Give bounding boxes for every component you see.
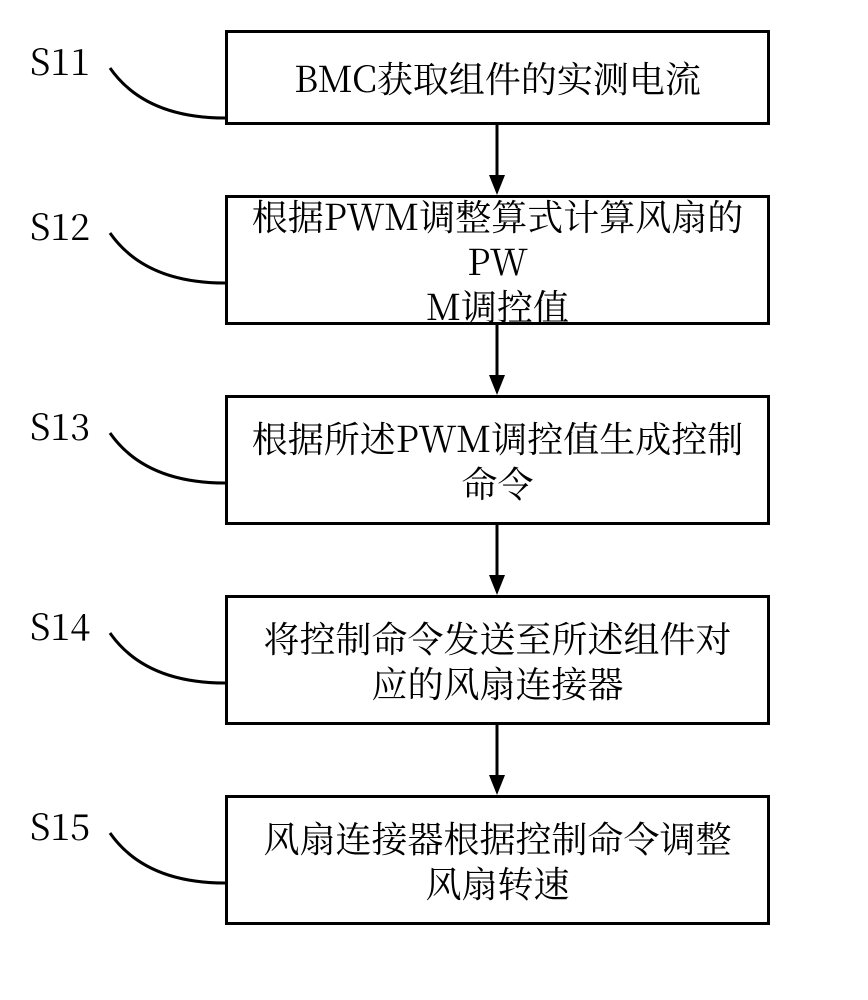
step-box-s12: 根据PWM调整算式计算风扇的PW M调控值 <box>225 195 770 325</box>
connector-s11 <box>106 64 229 122</box>
flowchart-canvas: BMC获取组件的实测电流 S11 根据PWM调整算式计算风扇的PW M调控值 S12 根… <box>0 0 868 1000</box>
step-text: 风扇连接器根据控制命令调整 风扇转速 <box>263 815 731 905</box>
arrow-4 <box>481 723 513 797</box>
step-box-s11: BMC获取组件的实测电流 <box>225 30 770 125</box>
step-label-s12: S12 <box>30 200 90 251</box>
step-box-s15: 风扇连接器根据控制命令调整 风扇转速 <box>225 795 770 925</box>
connector-s15 <box>106 829 229 887</box>
step-box-s13: 根据所述PWM调控值生成控制 命令 <box>225 395 770 525</box>
step-label-s13: S13 <box>30 400 90 451</box>
connector-s12 <box>106 229 229 287</box>
arrow-2 <box>481 323 513 397</box>
arrow-3 <box>481 523 513 597</box>
step-label-s15: S15 <box>30 800 90 851</box>
step-text: 将控制命令发送至所述组件对 应的风扇连接器 <box>263 615 731 705</box>
step-label-s11: S11 <box>30 35 90 86</box>
step-box-s14: 将控制命令发送至所述组件对 应的风扇连接器 <box>225 595 770 725</box>
connector-s13 <box>106 429 229 487</box>
connector-s14 <box>106 629 229 687</box>
arrow-1 <box>481 123 513 197</box>
step-text: BMC获取组件的实测电流 <box>294 55 701 100</box>
step-text: 根据PWM调整算式计算风扇的PW M调控值 <box>238 193 757 328</box>
step-text: 根据所述PWM调控值生成控制 命令 <box>252 415 743 505</box>
step-label-s14: S14 <box>30 600 90 651</box>
